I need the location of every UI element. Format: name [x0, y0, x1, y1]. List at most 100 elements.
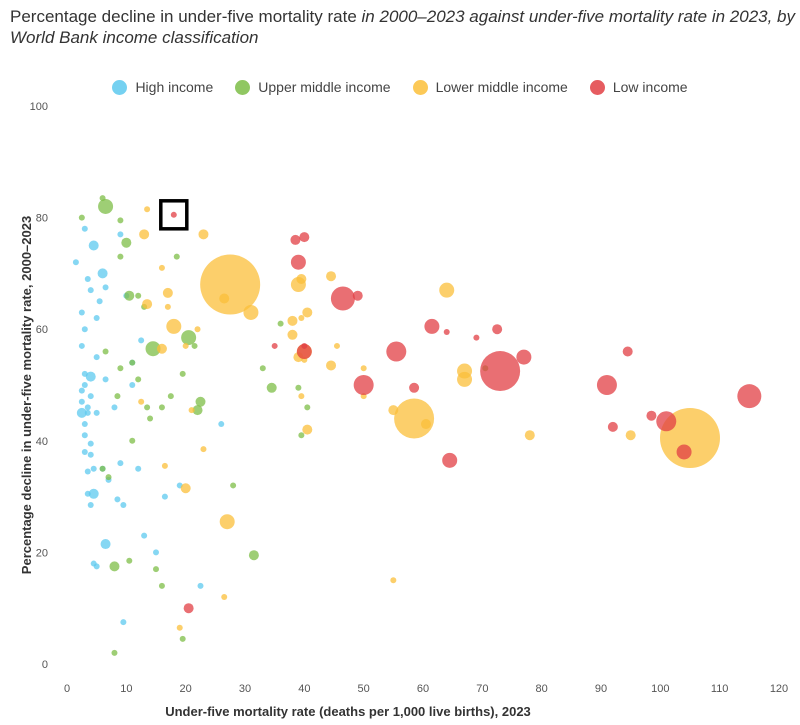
data-point[interactable]	[96, 298, 103, 305]
data-point[interactable]	[326, 271, 337, 282]
data-point[interactable]	[139, 229, 150, 240]
data-point[interactable]	[87, 393, 94, 400]
data-point[interactable]	[145, 341, 161, 357]
data-point[interactable]	[120, 619, 127, 626]
data-point[interactable]	[78, 214, 85, 221]
data-point[interactable]	[93, 409, 100, 416]
data-point[interactable]	[93, 354, 100, 361]
data-point[interactable]	[147, 415, 154, 422]
data-point[interactable]	[117, 217, 124, 224]
data-point[interactable]	[138, 337, 145, 344]
data-point[interactable]	[85, 371, 96, 382]
data-point[interactable]	[87, 451, 94, 458]
data-point[interactable]	[290, 254, 306, 270]
data-point[interactable]	[173, 253, 180, 260]
data-point[interactable]	[218, 421, 225, 428]
data-point[interactable]	[76, 407, 87, 418]
data-point[interactable]	[198, 229, 209, 240]
data-point[interactable]	[188, 407, 195, 414]
data-point[interactable]	[192, 405, 203, 416]
data-point[interactable]	[88, 240, 99, 251]
data-point[interactable]	[299, 232, 310, 243]
data-point[interactable]	[135, 292, 142, 299]
data-point[interactable]	[194, 326, 201, 333]
data-point[interactable]	[230, 482, 237, 489]
data-point[interactable]	[277, 320, 284, 327]
data-point[interactable]	[607, 421, 618, 432]
data-point[interactable]	[353, 375, 374, 395]
data-point[interactable]	[646, 410, 657, 421]
data-point[interactable]	[84, 404, 91, 411]
data-point[interactable]	[394, 398, 435, 439]
data-point[interactable]	[191, 342, 198, 349]
data-point[interactable]	[102, 376, 109, 383]
data-point[interactable]	[129, 359, 136, 366]
data-point[interactable]	[102, 284, 109, 291]
data-point[interactable]	[81, 448, 88, 455]
data-point[interactable]	[179, 635, 186, 642]
data-point[interactable]	[93, 563, 100, 570]
data-point[interactable]	[424, 318, 440, 334]
data-point[interactable]	[84, 275, 91, 282]
data-point[interactable]	[298, 393, 305, 400]
data-point[interactable]	[111, 649, 118, 656]
data-point[interactable]	[390, 577, 397, 584]
data-point[interactable]	[78, 398, 85, 405]
data-point[interactable]	[84, 409, 91, 416]
data-point[interactable]	[248, 550, 259, 561]
data-point[interactable]	[296, 273, 307, 284]
data-point[interactable]	[158, 264, 165, 271]
data-point[interactable]	[352, 290, 363, 301]
data-point[interactable]	[141, 532, 148, 539]
data-point[interactable]	[87, 501, 94, 508]
data-point[interactable]	[120, 501, 127, 508]
data-point[interactable]	[492, 324, 503, 335]
data-point[interactable]	[170, 211, 177, 218]
data-point[interactable]	[114, 393, 121, 400]
data-point[interactable]	[142, 299, 153, 310]
data-point[interactable]	[333, 342, 340, 349]
data-point[interactable]	[457, 363, 473, 379]
data-point[interactable]	[81, 382, 88, 388]
data-point[interactable]	[656, 411, 677, 432]
data-point[interactable]	[97, 268, 108, 279]
data-point[interactable]	[266, 382, 277, 393]
data-point[interactable]	[88, 488, 99, 499]
data-point[interactable]	[473, 334, 480, 341]
data-point[interactable]	[442, 452, 458, 468]
data-point[interactable]	[219, 293, 230, 304]
data-point[interactable]	[117, 231, 124, 238]
legend-item-high-income[interactable]: High income	[112, 76, 213, 98]
data-point[interactable]	[301, 342, 308, 349]
data-point[interactable]	[138, 398, 145, 405]
data-point[interactable]	[81, 432, 88, 439]
data-point[interactable]	[182, 342, 189, 349]
data-point[interactable]	[197, 582, 204, 589]
data-point[interactable]	[295, 384, 302, 391]
data-point[interactable]	[153, 566, 159, 573]
data-point[interactable]	[287, 315, 298, 326]
data-point[interactable]	[420, 419, 431, 430]
data-point[interactable]	[409, 382, 420, 393]
data-point[interactable]	[135, 376, 142, 383]
data-point[interactable]	[129, 437, 136, 444]
data-point[interactable]	[524, 430, 535, 441]
legend-item-upper-middle-income[interactable]: Upper middle income	[235, 76, 391, 98]
data-point[interactable]	[158, 582, 165, 589]
data-point[interactable]	[81, 225, 88, 232]
data-point[interactable]	[183, 603, 194, 614]
data-point[interactable]	[117, 253, 124, 260]
data-point[interactable]	[304, 404, 311, 411]
data-point[interactable]	[676, 444, 692, 460]
data-point[interactable]	[259, 365, 266, 372]
data-point[interactable]	[439, 282, 455, 298]
data-point[interactable]	[93, 315, 100, 322]
data-point[interactable]	[596, 375, 617, 395]
data-point[interactable]	[99, 465, 106, 472]
data-point[interactable]	[161, 493, 168, 500]
data-point[interactable]	[81, 326, 88, 333]
data-point[interactable]	[480, 351, 521, 392]
legend-item-low-income[interactable]: Low income	[589, 76, 688, 98]
data-point[interactable]	[121, 237, 132, 248]
data-point[interactable]	[200, 446, 207, 453]
